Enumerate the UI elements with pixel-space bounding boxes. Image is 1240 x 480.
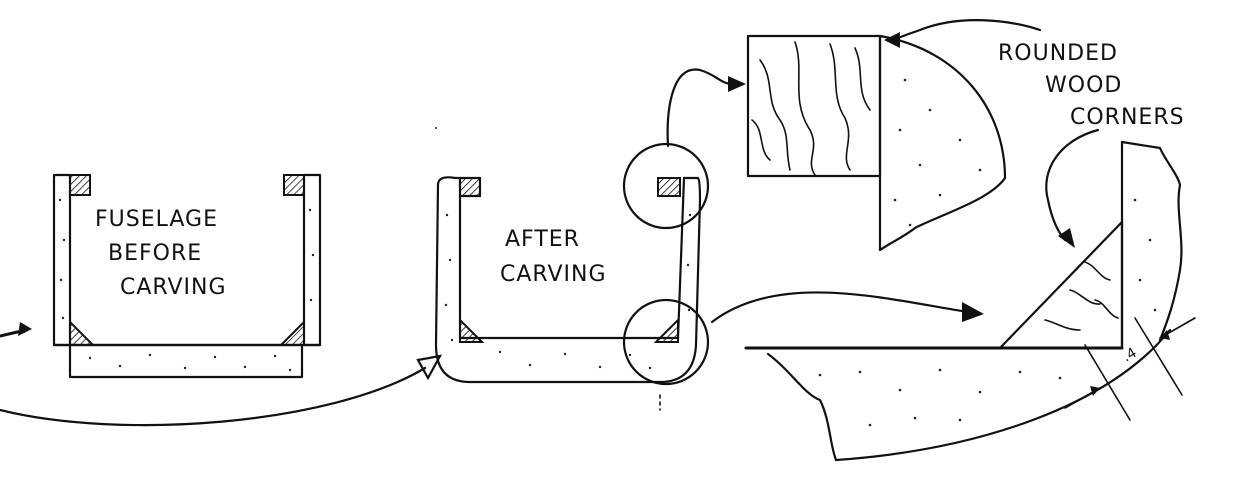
corners-label-line1: ROUNDED xyxy=(998,41,1118,66)
before-right-longeron xyxy=(283,174,305,196)
after-right-corner-block xyxy=(653,317,679,343)
bottom-corner-zoom-circle xyxy=(622,298,710,386)
before-left-wall xyxy=(52,173,72,347)
before-right-corner-block xyxy=(278,319,305,346)
wood-corner-triangle xyxy=(997,219,1124,350)
corners-label-line2: WOOD xyxy=(1045,73,1122,98)
before-bottom-slab xyxy=(68,343,304,379)
before-label-line3: CARVING xyxy=(120,275,227,300)
top-corner-zoom-circle xyxy=(622,142,710,230)
foam-side-wall xyxy=(1120,140,1183,342)
bottom-detail-arrow xyxy=(710,291,984,324)
fuselage-after-carving: AFTER CARVING xyxy=(434,142,710,411)
dimension-extension-2 xyxy=(1134,317,1183,396)
bottom-corner-detail: .4 xyxy=(744,140,1196,462)
dimension-extension-1 xyxy=(1084,344,1131,421)
before-left-longeron xyxy=(69,174,91,196)
before-label-line1: FUSELAGE xyxy=(95,207,218,232)
fuselage-before-carving: FUSELAGE BEFORE CARVING xyxy=(52,173,322,379)
after-left-longeron xyxy=(459,177,481,197)
after-label-line2: CARVING xyxy=(500,262,607,287)
left-entry-arrow xyxy=(0,322,32,338)
before-right-wall xyxy=(302,173,322,347)
corners-label-line3: CORNERS xyxy=(1070,105,1185,130)
bottom-curve-arrow xyxy=(0,354,443,427)
after-left-corner-block xyxy=(459,317,485,343)
after-right-longeron xyxy=(657,177,681,197)
before-label-line2: BEFORE xyxy=(108,241,202,266)
wood-longeron-block xyxy=(746,34,882,178)
after-label-line1: AFTER xyxy=(505,227,580,252)
rounded-wood-corners-label: ROUNDED WOOD CORNERS xyxy=(998,41,1185,248)
rounded-foam-top xyxy=(878,34,1007,252)
top-detail-arrow xyxy=(666,68,746,148)
top-corner-detail xyxy=(746,19,1042,252)
before-left-corner-block xyxy=(69,319,96,346)
